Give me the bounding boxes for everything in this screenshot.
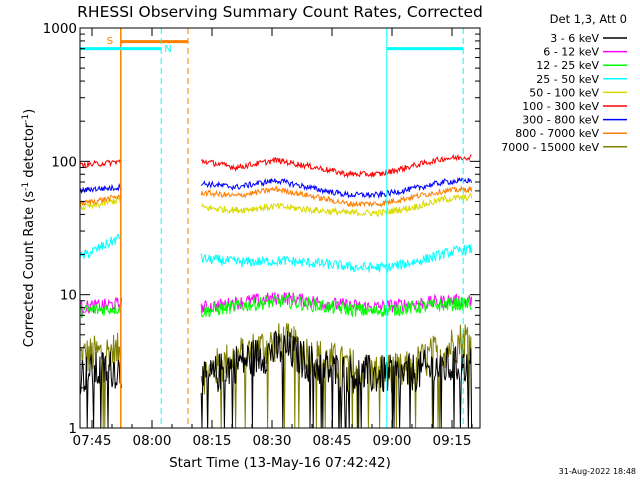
chart-title: RHESSI Observing Summary Count Rates, Co…	[77, 3, 483, 21]
y-tick-label-1: 10	[60, 288, 77, 304]
x-axis: 07:45 08:00 08:15 08:30 08:45 09:00 09:15	[73, 28, 473, 449]
y-tick-label-2: 100	[51, 154, 77, 170]
footer-date: 31-Aug-2022 18:48	[559, 467, 636, 476]
night-label: N	[164, 44, 171, 55]
saa-label: S	[107, 36, 113, 47]
series-3-6-kev-seg0	[79, 351, 123, 429]
x-tick-label-0: 07:45	[73, 433, 112, 449]
y-tick-label-3: 1000	[43, 21, 77, 37]
y-tick-label-0: 1	[68, 421, 77, 437]
series-100-300-kev-seg1	[200, 153, 472, 179]
legend-label-5: 100 - 300 keV	[522, 100, 599, 113]
series-25-50-kev-seg0	[79, 233, 122, 260]
legend-label-0: 3 - 6 keV	[550, 32, 599, 45]
legend-label-6: 300 - 800 keV	[522, 114, 599, 127]
legend-label-1: 6 - 12 keV	[543, 46, 599, 59]
x-tick-label-6: 09:15	[433, 433, 472, 449]
legend-label-3: 25 - 50 keV	[536, 73, 599, 86]
series-12-25-kev-seg1	[200, 292, 472, 318]
series-50-100-kev-seg0	[79, 194, 122, 211]
series-50-100-kev-seg1	[201, 192, 473, 218]
series-25-50-kev-seg1	[200, 244, 473, 273]
plot-data-area	[79, 153, 473, 429]
series-300-800-kev-seg0	[79, 182, 123, 195]
series-6-12-kev-seg1	[200, 292, 473, 315]
x-tick-label-1: 08:00	[133, 433, 172, 449]
plot-frame	[79, 27, 481, 429]
series-3-6-kev-seg1	[200, 330, 473, 429]
x-axis-label: Start Time (13-May-16 07:42:42)	[169, 455, 391, 471]
series-800-7000-kev-seg1	[200, 184, 473, 208]
series-7000-15000-kev-seg1	[200, 322, 473, 429]
x-tick-label-4: 08:45	[313, 433, 352, 449]
legend-label-7: 800 - 7000 keV	[515, 127, 599, 140]
legend-label-4: 50 - 100 keV	[529, 86, 599, 99]
y-axis-label: Corrected Count Rate (s-1 detector-1)	[21, 109, 37, 347]
legend-title: Det 1,3, Att 0	[550, 12, 627, 26]
x-tick-label-2: 08:15	[193, 433, 232, 449]
series-12-25-kev-seg0	[79, 302, 123, 319]
y-axis: 1 10 100 1000	[43, 21, 480, 437]
flag-markers: SN	[80, 28, 464, 428]
x-tick-label-3: 08:30	[253, 433, 292, 449]
legend-label-8: 7000 - 15000 keV	[501, 141, 599, 154]
series-300-800-kev-seg1	[200, 177, 473, 200]
legend-label-2: 12 - 25 keV	[536, 59, 599, 72]
series-800-7000-kev-seg0	[79, 192, 122, 207]
x-tick-label-5: 09:00	[373, 433, 412, 449]
series-7000-15000-kev-seg0	[79, 332, 122, 429]
series-100-300-kev-seg0	[79, 158, 123, 169]
